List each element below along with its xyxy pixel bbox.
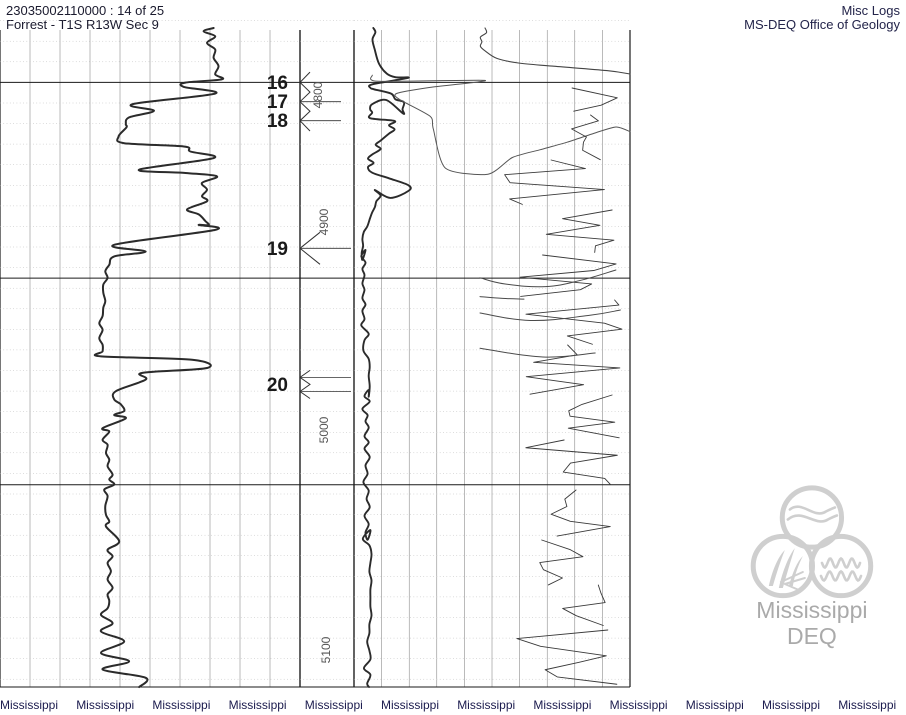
svg-text:Mississippi: Mississippi — [152, 698, 210, 712]
svg-text:5000: 5000 — [317, 416, 331, 443]
svg-text:Mississippi: Mississippi — [762, 698, 820, 712]
svg-text:Mississippi: Mississippi — [533, 698, 591, 712]
svg-text:Mississippi: Mississippi — [686, 698, 744, 712]
svg-text:Mississippi: Mississippi — [76, 698, 134, 712]
svg-text:Mississippi: Mississippi — [305, 698, 363, 712]
svg-text:Mississippi: Mississippi — [381, 698, 439, 712]
svg-text:DEQ: DEQ — [787, 623, 837, 649]
svg-text:Mississippi: Mississippi — [838, 698, 896, 712]
svg-text:5100: 5100 — [319, 636, 333, 663]
svg-text:Mississippi: Mississippi — [457, 698, 515, 712]
svg-text:19: 19 — [267, 239, 288, 260]
svg-text:Mississippi: Mississippi — [229, 698, 287, 712]
svg-text:16: 16 — [267, 73, 288, 94]
svg-text:20: 20 — [267, 375, 288, 396]
svg-text:17: 17 — [267, 92, 288, 113]
svg-text:18: 18 — [267, 111, 288, 132]
svg-text:Mississippi: Mississippi — [0, 698, 58, 712]
svg-text:4900: 4900 — [317, 208, 331, 235]
svg-text:Mississippi: Mississippi — [756, 597, 867, 623]
svg-text:4800: 4800 — [311, 81, 325, 108]
svg-text:Mississippi: Mississippi — [610, 698, 668, 712]
